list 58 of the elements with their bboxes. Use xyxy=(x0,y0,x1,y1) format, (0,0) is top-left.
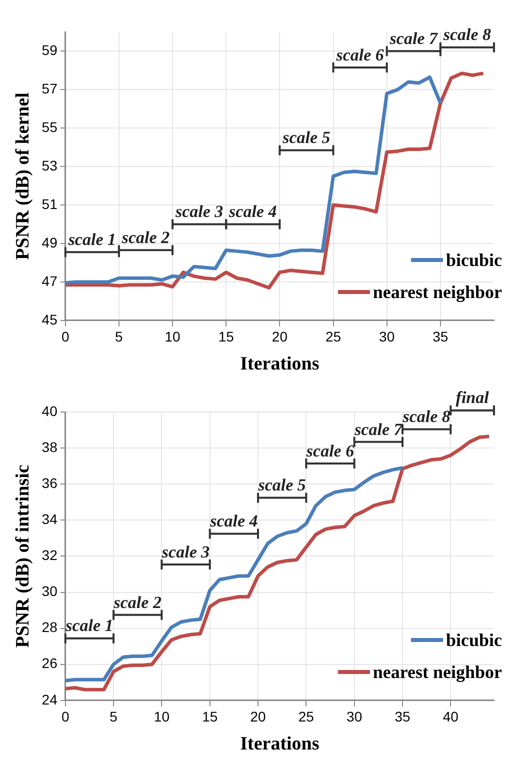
y-axis-title: PSNR (dB) of intrinsic xyxy=(12,464,34,648)
x-tick-label: 5 xyxy=(115,328,124,345)
y-axis-title: PSNR (dB) of kernel xyxy=(12,92,34,260)
x-tick-label: 20 xyxy=(250,708,266,725)
x-tick-label: 5 xyxy=(110,708,118,725)
x-tick-label: 20 xyxy=(272,328,288,345)
x-tick-label: 35 xyxy=(432,328,448,345)
annotation: scale 4 xyxy=(209,512,258,531)
y-tick-label: 53 xyxy=(42,157,58,174)
x-tick-label: 25 xyxy=(298,708,314,725)
y-tick-label: 38 xyxy=(42,438,58,455)
y-tick-label: 26 xyxy=(42,655,58,672)
x-tick-label: 0 xyxy=(61,708,70,725)
annotation: scale 3 xyxy=(160,542,210,562)
legend-label: bicubic xyxy=(446,250,502,270)
y-tick-label: 28 xyxy=(42,619,58,636)
x-tick-label: 10 xyxy=(164,328,181,345)
annotation: scale 7 xyxy=(388,29,439,48)
annotation: scale 1 xyxy=(64,616,114,636)
annotation: scale 8 xyxy=(402,407,451,426)
y-tick-label: 55 xyxy=(42,118,58,135)
legend-label: nearest neighbor xyxy=(372,662,502,682)
x-tick-label: 10 xyxy=(154,708,170,725)
y-tick-label: 47 xyxy=(42,272,58,289)
annotation: scale 6 xyxy=(335,45,384,64)
x-tick-label: 30 xyxy=(379,328,395,345)
y-tick-label: 49 xyxy=(42,234,58,250)
y-tick-label: 57 xyxy=(42,80,58,97)
y-tick-label: 59 xyxy=(42,42,58,58)
annotation: scale 5 xyxy=(282,128,331,148)
x-tick-label: 25 xyxy=(325,328,342,345)
annotation: scale 2 xyxy=(112,592,162,612)
y-tick-label: 36 xyxy=(42,474,58,491)
y-tick-label: 51 xyxy=(42,196,58,212)
legend-label: nearest neighbor xyxy=(372,282,502,302)
text: final xyxy=(456,388,490,408)
x-axis-title: Iterations xyxy=(240,354,320,375)
annotation: scale 5 xyxy=(257,476,306,495)
y-tick-label: 24 xyxy=(42,691,58,708)
y-tick-label: 32 xyxy=(42,547,58,564)
annotation: scale 1 xyxy=(67,230,116,249)
annotation: scale 8 xyxy=(442,25,492,44)
x-tick-label: 0 xyxy=(61,328,70,345)
y-tick-label: 45 xyxy=(42,311,58,328)
x-axis-title: Iterations xyxy=(240,734,320,755)
x-tick-label: 15 xyxy=(218,328,234,345)
x-tick-label: 35 xyxy=(394,708,410,725)
y-tick-label: 34 xyxy=(42,511,58,528)
x-tick-label: 15 xyxy=(202,708,218,725)
y-tick-label: 40 xyxy=(42,402,58,419)
x-tick-label: 40 xyxy=(442,708,459,725)
annotation: scale 2 xyxy=(120,228,170,248)
y-tick-label: 30 xyxy=(42,583,58,600)
annotation: scale 6 xyxy=(305,441,355,460)
x-tick-label: 30 xyxy=(346,708,362,725)
annotation: scale 3 xyxy=(174,202,224,222)
legend-label: bicubic xyxy=(446,630,502,650)
annotation: scale 4 xyxy=(228,202,277,222)
